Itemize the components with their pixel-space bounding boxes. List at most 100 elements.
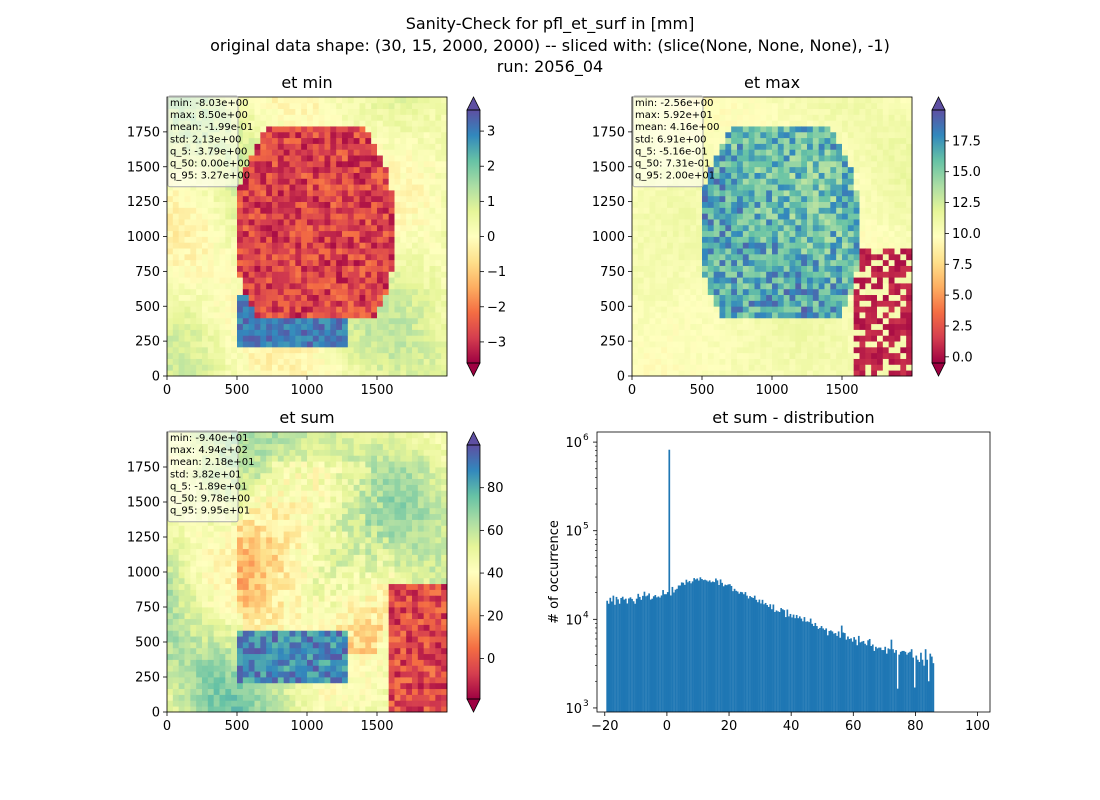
heatmap-cell (219, 184, 226, 191)
heatmap-cell (672, 190, 680, 197)
heatmap-cell (301, 166, 308, 173)
heatmap-cell (388, 248, 395, 255)
heatmap-cell (365, 219, 372, 226)
heatmap-cell (237, 207, 244, 214)
heatmap-cell (888, 102, 895, 110)
heatmap-cell (894, 294, 901, 301)
heatmap-cell (435, 312, 442, 319)
heatmap-cell (859, 102, 866, 110)
heatmap-cell (248, 358, 255, 365)
heatmap-cell (178, 312, 185, 319)
heatmap-cell (412, 312, 419, 319)
heatmap-cell (178, 642, 185, 649)
heatmap-cell (842, 219, 849, 226)
heatmap-cell (760, 364, 767, 371)
heatmap-cell (283, 248, 290, 255)
colorbar-0 (467, 110, 480, 363)
heatmap-cell (347, 137, 355, 144)
heatmap-cell (347, 160, 355, 168)
heatmap-cell (231, 219, 238, 226)
heatmap-cell (742, 149, 750, 156)
heatmap-cell (394, 184, 401, 191)
heatmap-cell (906, 358, 913, 365)
heatmap-cell (696, 364, 703, 371)
y-tick-label: 500 (600, 300, 625, 315)
heatmap-cell (882, 97, 890, 104)
colorbar-tick-label: 12.5 (952, 196, 981, 211)
heatmap-cell (283, 300, 290, 307)
heatmap-cell (412, 271, 419, 278)
heatmap-cell (260, 364, 267, 371)
heatmap-cell (365, 346, 372, 354)
heatmap-cell (190, 230, 197, 237)
heatmap-cell (248, 352, 255, 359)
heatmap-cell (731, 265, 738, 272)
heatmap-cell (272, 283, 279, 290)
heatmap-cell (435, 288, 442, 296)
heatmap-cell (400, 172, 407, 179)
heatmap-cell (172, 583, 180, 590)
heatmap-cell (632, 271, 639, 278)
heatmap-cell (371, 137, 378, 144)
heatmap-cell (632, 219, 639, 226)
heatmap-cell (441, 341, 448, 348)
heatmap-cell (184, 601, 191, 608)
heatmap-cell (760, 155, 767, 162)
heatmap-cell (167, 548, 174, 555)
heatmap-cell (336, 294, 343, 301)
heatmap-cell (783, 271, 790, 278)
heatmap-cell (795, 184, 802, 191)
heatmap-cell (865, 213, 872, 220)
heatmap-cell (207, 341, 215, 348)
heatmap-cell (382, 335, 390, 342)
heatmap-cell (353, 97, 360, 104)
heatmap-cell (748, 190, 755, 197)
heatmap-cell (172, 601, 180, 608)
heatmap-cell (266, 300, 273, 307)
heatmap-cell (882, 184, 890, 191)
heatmap-cell (190, 694, 197, 701)
heatmap-cell (748, 172, 755, 179)
heatmap-cell (725, 265, 732, 272)
heatmap-cell (277, 364, 285, 371)
heatmap-cell (684, 283, 691, 290)
heatmap-cell (842, 294, 849, 301)
heatmap-cell (266, 323, 273, 330)
heatmap-cell (713, 335, 720, 342)
heatmap-cell (678, 346, 685, 354)
heatmap-cell (801, 131, 808, 139)
heatmap-cell (312, 335, 320, 342)
heatmap-cell (777, 294, 785, 301)
heatmap-cell (760, 108, 767, 115)
heatmap-cell (295, 102, 302, 110)
heatmap-cell (318, 306, 325, 313)
heatmap-cell (423, 149, 430, 156)
heatmap-cell (643, 370, 650, 377)
heatmap-cell (702, 335, 709, 342)
heatmap-cell (377, 102, 384, 110)
heatmap-cell (655, 190, 662, 197)
heatmap-cell (667, 253, 674, 261)
heatmap-cell (882, 131, 890, 139)
heatmap-cell (417, 335, 425, 342)
heatmap-cell (307, 248, 314, 255)
heatmap-cell (847, 195, 855, 203)
heatmap-cell (777, 259, 785, 266)
heatmap-cell (783, 323, 790, 330)
heatmap-cell (655, 213, 662, 220)
heatmap-cell (301, 294, 308, 301)
colorbar-tick-label: 3 (487, 125, 495, 140)
heatmap-cell (301, 160, 308, 168)
heatmap-cell (231, 271, 238, 278)
heatmap-cell (242, 288, 250, 296)
heatmap-cell (441, 126, 448, 133)
heatmap-cell (731, 283, 738, 290)
heatmap-cell (377, 341, 384, 348)
heatmap-cell (719, 341, 726, 348)
heatmap-cell (184, 253, 191, 261)
heatmap-cell (754, 253, 761, 261)
heatmap-cell (818, 190, 825, 197)
heatmap-cell (441, 329, 448, 336)
heatmap-cell (783, 184, 790, 191)
heatmap-cell (342, 329, 349, 336)
